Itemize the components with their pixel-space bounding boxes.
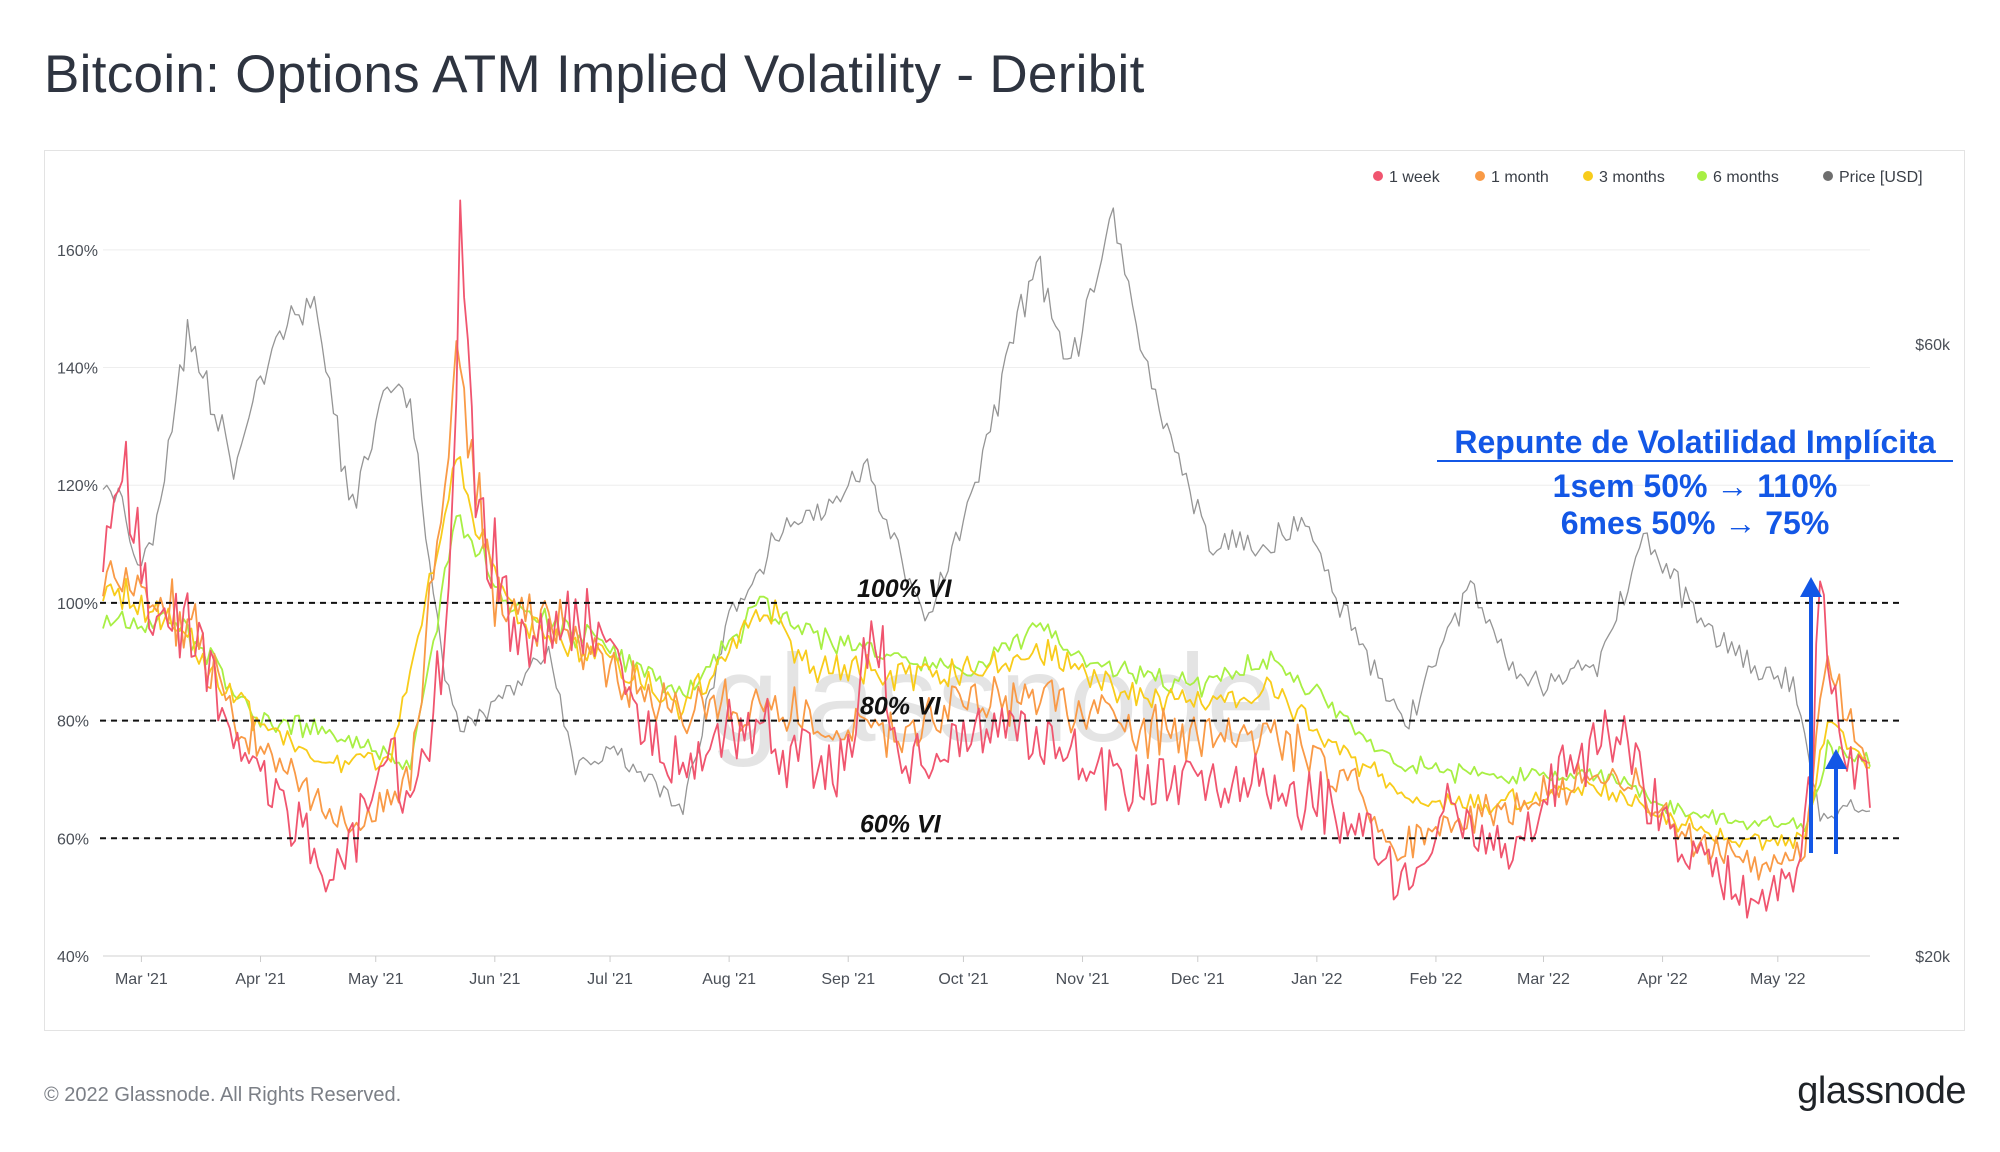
x-tick-label-8: Nov '21 <box>1056 971 1110 988</box>
series-line-price-usd <box>102 207 1871 822</box>
y-left-tick-label-4: 120% <box>57 478 98 495</box>
legend: 1 week 1 month 3 months 6 months Price [USD] <box>1373 169 1923 186</box>
legend-swatch-0 <box>1373 171 1383 181</box>
x-tick-label-13: Apr '22 <box>1637 971 1687 988</box>
annotation-arrow-1w-head <box>1800 577 1822 597</box>
annotation-heading: Repunte de Volatilidad Implícita <box>1454 424 1935 460</box>
legend-label-0: 1 week <box>1389 169 1441 186</box>
series-line-1-month <box>102 340 1871 881</box>
legend-label-2: 3 months <box>1599 169 1665 186</box>
reference-label-60: 60% VI <box>860 810 942 838</box>
y-left-tick-label-1: 60% <box>57 831 89 848</box>
x-tick-label-0: Mar '21 <box>115 971 168 988</box>
copyright-notice: © 2022 Glassnode. All Rights Reserved. <box>44 1084 402 1106</box>
reference-lines: 100% VI 80% VI 60% VI <box>100 575 1900 840</box>
reference-label-80: 80% VI <box>860 693 942 721</box>
chart-container: glassnode 100% VI 80% VI 60% VI 40% 60% 80% 1… <box>44 150 1965 1031</box>
x-tick-label-7: Oct '21 <box>938 971 988 988</box>
axes: 40% 60% 80% 100% 120% 140% 160% $20k $60k Mar '21… <box>57 243 1951 988</box>
glassnode-logo: glassnode <box>1797 1070 1966 1112</box>
legend-swatch-1 <box>1475 171 1485 181</box>
x-tick-label-14: May '22 <box>1750 971 1806 988</box>
annotation: Repunte de Volatilidad Implícita 1sem 50… <box>1437 424 1953 854</box>
series-line-1-week <box>102 199 1871 919</box>
x-tick-label-2: May '21 <box>348 971 404 988</box>
legend-swatch-2 <box>1583 171 1593 181</box>
annotation-line-2: 6mes 50% → 75% <box>1561 505 1830 541</box>
x-tick-label-11: Feb '22 <box>1409 971 1462 988</box>
annotation-arrow-6m-head <box>1825 749 1847 769</box>
series-line-3-months <box>102 456 1870 851</box>
y-left-tick-label-2: 80% <box>57 714 89 731</box>
page-title: Bitcoin: Options ATM Implied Volatility … <box>44 45 1145 104</box>
annotation-line-1: 1sem 50% → 110% <box>1553 468 1838 504</box>
y-left-tick-label-5: 140% <box>57 361 98 378</box>
y-left-tick-label-3: 100% <box>57 596 98 613</box>
y-right-tick-label-0: $20k <box>1915 949 1951 966</box>
y-left-tick-label-6: 160% <box>57 243 98 260</box>
legend-label-4: Price [USD] <box>1839 169 1923 186</box>
series-lines <box>102 199 1871 919</box>
legend-swatch-3 <box>1697 171 1707 181</box>
x-tick-label-3: Jun '21 <box>469 971 520 988</box>
legend-label-3: 6 months <box>1713 169 1779 186</box>
x-tick-label-1: Apr '21 <box>235 971 285 988</box>
reference-label-100: 100% VI <box>857 575 953 603</box>
y-left-tick-label-0: 40% <box>57 949 89 966</box>
x-tick-label-10: Jan '22 <box>1291 971 1342 988</box>
legend-label-1: 1 month <box>1491 169 1549 186</box>
x-tick-label-5: Aug '21 <box>702 971 756 988</box>
legend-swatch-4 <box>1823 171 1833 181</box>
x-tick-label-12: Mar '22 <box>1517 971 1570 988</box>
y-right-tick-label-1: $60k <box>1915 337 1951 354</box>
x-tick-label-6: Sep '21 <box>821 971 875 988</box>
x-tick-label-9: Dec '21 <box>1171 971 1225 988</box>
x-tick-label-4: Jul '21 <box>587 971 633 988</box>
